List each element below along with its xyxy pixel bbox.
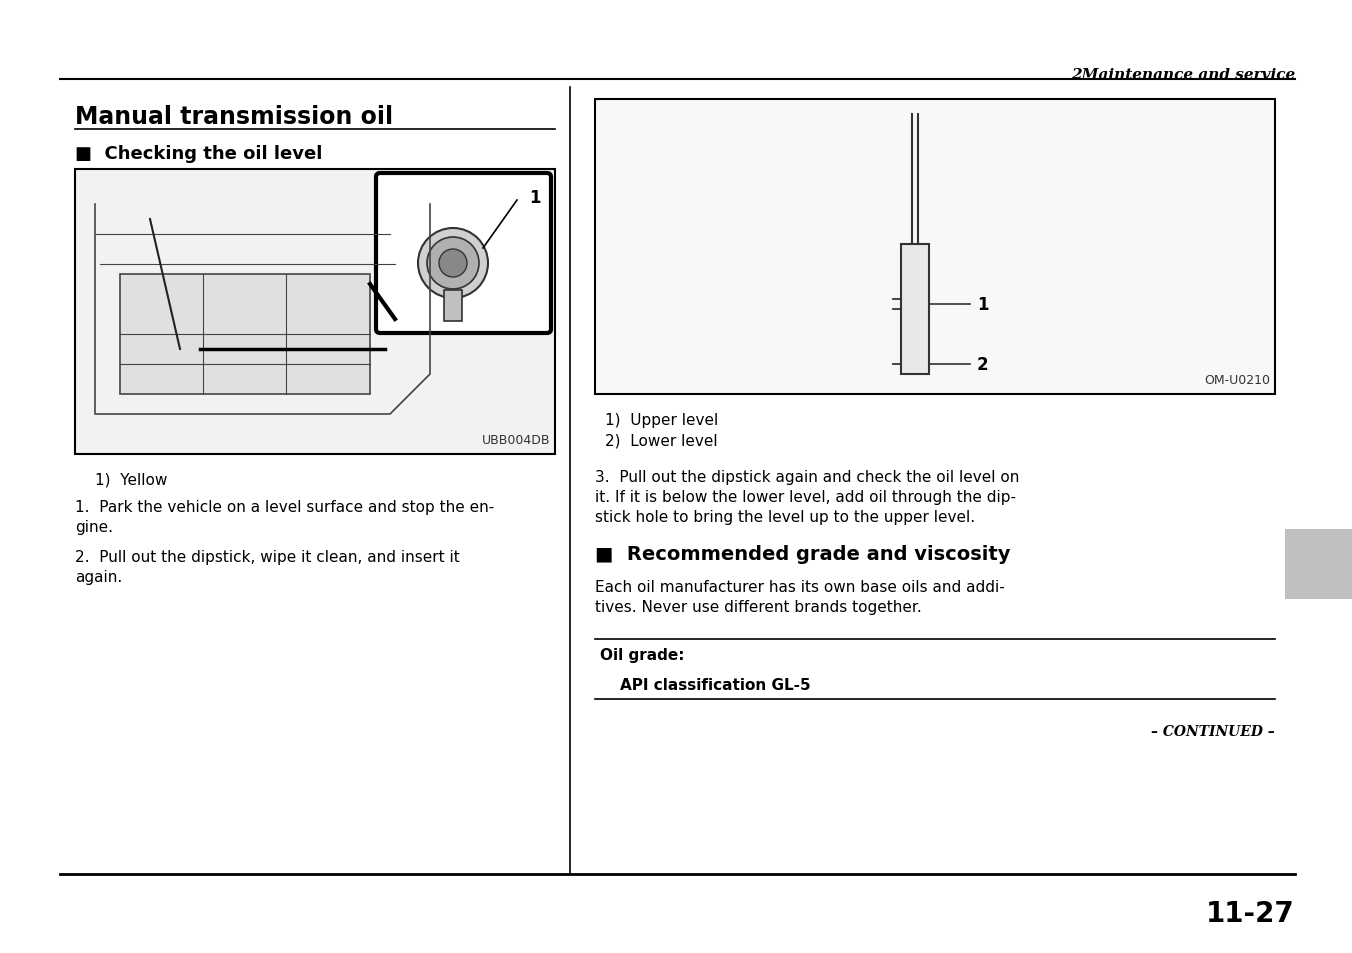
Text: 1: 1	[529, 189, 541, 207]
Text: 1)  Upper level: 1) Upper level	[604, 413, 718, 428]
Text: UBB004DB: UBB004DB	[481, 434, 550, 447]
Text: Manual transmission oil: Manual transmission oil	[74, 105, 393, 129]
FancyBboxPatch shape	[376, 173, 552, 334]
Bar	[443, 291, 462, 322]
Text: 3.  Pull out the dipstick again and check the oil level on
it. If it is below th: 3. Pull out the dipstick again and check…	[595, 470, 1019, 524]
Text: Oil grade:: Oil grade:	[600, 647, 684, 662]
Bar	[74, 170, 556, 455]
Text: 2Maintenance and service: 2Maintenance and service	[1071, 68, 1295, 82]
Text: 2)  Lower level: 2) Lower level	[604, 433, 718, 448]
Text: API classification GL-5: API classification GL-5	[621, 678, 811, 692]
Text: 1: 1	[977, 295, 988, 314]
Circle shape	[427, 237, 479, 290]
Text: 2: 2	[977, 355, 988, 374]
Bar	[1284, 530, 1352, 599]
Text: 1.  Park the vehicle on a level surface and stop the en-
gine.: 1. Park the vehicle on a level surface a…	[74, 499, 495, 535]
Text: 1)  Yellow: 1) Yellow	[95, 473, 168, 488]
Text: ■  Recommended grade and viscosity: ■ Recommended grade and viscosity	[595, 544, 1010, 563]
Bar	[900, 245, 929, 375]
Text: OM-U0210: OM-U0210	[1205, 374, 1270, 387]
Text: 2.  Pull out the dipstick, wipe it clean, and insert it
again.: 2. Pull out the dipstick, wipe it clean,…	[74, 550, 460, 584]
Bar	[595, 100, 1275, 395]
Bar	[120, 274, 370, 395]
Circle shape	[418, 229, 488, 298]
Text: – CONTINUED –: – CONTINUED –	[1152, 724, 1275, 739]
Text: ■  Checking the oil level: ■ Checking the oil level	[74, 145, 322, 163]
Text: 11-27: 11-27	[1206, 899, 1295, 927]
Text: Each oil manufacturer has its own base oils and addi-
tives. Never use different: Each oil manufacturer has its own base o…	[595, 579, 1005, 614]
Circle shape	[439, 250, 466, 277]
